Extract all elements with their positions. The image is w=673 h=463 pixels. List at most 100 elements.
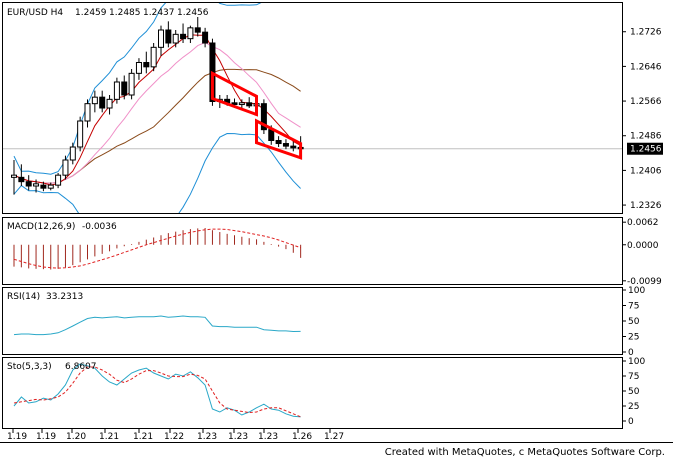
macd-tick-label: 0.0062	[627, 218, 659, 228]
x-tick-label: 1.19	[36, 432, 56, 442]
x-tick-label: 1.26	[292, 432, 312, 442]
candle-body	[69, 146, 76, 161]
rsi-tick-label: 0	[628, 348, 634, 358]
macd-tick-label: -0.0099	[627, 277, 662, 287]
macd-panel-frame	[2, 217, 623, 285]
macd-signal-line	[13, 228, 301, 269]
candle-body	[172, 33, 179, 44]
candle-body	[11, 174, 17, 178]
footer-credit: Created with MetaQuotes, c MetaQuotes So…	[0, 442, 673, 463]
axis-layer: 1.2726 1.2646 1.2566 1.2486 1.2406 1.2326 1.24…	[7, 28, 663, 442]
candle-body	[106, 98, 113, 109]
trading-chart: 1.2726 1.2646 1.2566 1.2486 1.2406 1.2326 1.24…	[2, 2, 663, 442]
candle-body	[135, 62, 142, 74]
upper-band-line	[13, 3, 262, 175]
x-tick-label: 1.22	[164, 432, 184, 442]
current-price-tag	[627, 142, 663, 155]
rsi-tick-label: 50	[628, 317, 640, 327]
ohlc-close: 1.2456	[177, 8, 209, 18]
rsi-tick-label: 75	[628, 302, 639, 312]
price-layer	[3, 3, 622, 213]
candle-body	[290, 145, 297, 149]
rsi-tick-label: 25	[628, 333, 639, 343]
rsi-title: RSI(14)	[7, 292, 40, 302]
price-tick-label: 1.2406	[630, 166, 662, 176]
credit-text: Created with MetaQuotes, c MetaQuotes So…	[384, 447, 665, 458]
sto-title-group: Sto(5,3,3) 6.8607	[7, 362, 97, 372]
candle-body	[121, 81, 128, 96]
flag-channel	[210, 70, 258, 117]
candle-body	[33, 183, 40, 187]
rsi-layer	[13, 315, 301, 336]
candle-body	[91, 96, 98, 105]
candle-body	[143, 62, 150, 68]
price-plot	[3, 3, 622, 213]
candle-body	[40, 184, 47, 189]
macd-title: MACD(12,26,9)	[7, 222, 75, 232]
candle-body	[282, 143, 289, 147]
price-tick-label: 1.2486	[630, 132, 662, 142]
sto-tick-label: 25	[628, 402, 639, 412]
fast-ma-line	[13, 34, 301, 186]
ohlc-low: 1.2437	[143, 8, 175, 18]
price-panel-frame	[2, 2, 623, 214]
x-tick-label: 1.20	[66, 432, 86, 442]
candle-body	[275, 140, 282, 145]
candle-body	[194, 27, 201, 33]
candle-body	[260, 103, 267, 131]
current-price-label: 1.2456	[630, 145, 662, 155]
candle-body	[128, 72, 135, 96]
sto-main-line	[13, 363, 301, 418]
lower-band-line	[13, 132, 301, 213]
macd-title-group: MACD(12,26,9) -0.0036	[7, 222, 117, 232]
candle-body	[180, 33, 187, 40]
price-tick-label: 1.2726	[630, 28, 662, 38]
sto-title: Sto(5,3,3)	[7, 362, 52, 372]
x-tick-label: 1.23	[258, 432, 278, 442]
macd-layer	[13, 228, 302, 270]
candle-body	[231, 102, 238, 106]
price-tick-label: 1.2646	[630, 62, 662, 72]
price-title: EUR/USD H4	[7, 8, 63, 18]
sto-layer	[13, 363, 301, 418]
price-tick-label: 1.2326	[630, 201, 662, 211]
sto-tick-label: 50	[628, 387, 640, 397]
macd-tick-label: 0.0000	[627, 241, 659, 251]
candle-body	[99, 96, 106, 109]
x-tick-label: 1.23	[197, 432, 217, 442]
candle-body	[150, 46, 157, 68]
rsi-panel-frame	[2, 287, 623, 355]
sto-tick-label: 100	[628, 357, 645, 367]
x-tick-label: 1.19	[7, 432, 27, 442]
x-tick-label: 1.27	[324, 432, 344, 442]
candle-body	[62, 159, 69, 176]
sto-value: 6.8607	[65, 362, 97, 372]
candle-body	[202, 31, 209, 44]
macd-value: -0.0036	[82, 222, 117, 232]
sto-panel-frame	[2, 357, 623, 429]
candle-body	[246, 102, 253, 107]
price-title-group: EUR/USD H4 1.2459 1.2485 1.2437 1.2456	[7, 8, 209, 18]
candle-body	[113, 81, 120, 100]
candle-body	[84, 103, 91, 122]
candle-body	[165, 29, 172, 44]
x-tick-label: 1.21	[133, 432, 153, 442]
flag-channel	[255, 118, 303, 160]
candle-body	[238, 102, 245, 106]
candle-body	[55, 174, 62, 186]
sto-tick-label: 75	[628, 372, 639, 382]
x-tick-label: 1.21	[99, 432, 119, 442]
sto-tick-label: 0	[628, 417, 634, 427]
candle-body	[25, 181, 32, 187]
rsi-title-group: RSI(14) 33.2313	[7, 292, 83, 302]
candle-body	[158, 29, 164, 48]
rsi-line	[13, 315, 301, 336]
candle-body	[18, 176, 25, 183]
candle-body	[187, 27, 194, 40]
ohlc-high: 1.2485	[109, 8, 141, 18]
x-tick-label: 1.23	[228, 432, 248, 442]
candle-body	[268, 129, 275, 142]
candle-body	[77, 120, 84, 148]
candle-body	[47, 184, 54, 189]
